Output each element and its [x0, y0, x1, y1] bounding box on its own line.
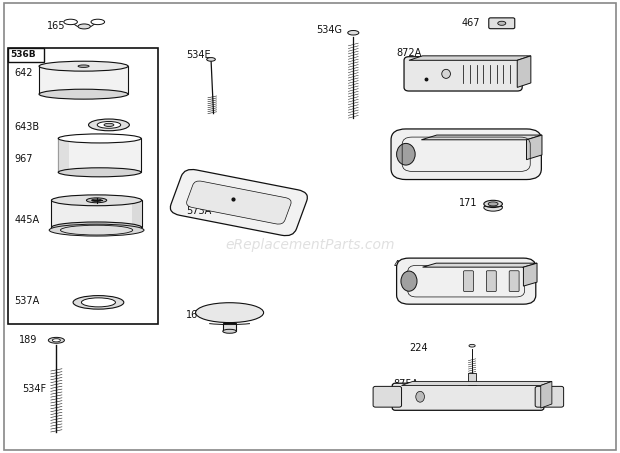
Ellipse shape — [52, 339, 60, 342]
Ellipse shape — [73, 296, 124, 309]
Ellipse shape — [51, 195, 142, 206]
Text: 573A: 573A — [186, 206, 211, 216]
Polygon shape — [51, 200, 142, 227]
Polygon shape — [223, 323, 236, 331]
Polygon shape — [58, 139, 69, 172]
FancyBboxPatch shape — [489, 18, 515, 29]
Ellipse shape — [48, 337, 64, 343]
Ellipse shape — [401, 271, 417, 291]
Text: 189: 189 — [19, 335, 38, 345]
Polygon shape — [402, 381, 552, 386]
Ellipse shape — [81, 298, 115, 307]
FancyBboxPatch shape — [391, 129, 541, 179]
Ellipse shape — [89, 119, 130, 131]
Ellipse shape — [78, 65, 89, 67]
Text: 967: 967 — [14, 154, 33, 164]
Text: 534G: 534G — [316, 25, 342, 35]
Polygon shape — [423, 263, 537, 267]
Ellipse shape — [484, 204, 502, 211]
Ellipse shape — [223, 329, 236, 333]
Polygon shape — [409, 56, 531, 60]
FancyBboxPatch shape — [170, 169, 308, 236]
Text: eReplacementParts.com: eReplacementParts.com — [225, 237, 395, 251]
Text: 467: 467 — [461, 18, 480, 28]
Ellipse shape — [195, 303, 264, 323]
Ellipse shape — [104, 123, 114, 126]
Text: 875A: 875A — [394, 379, 418, 389]
FancyBboxPatch shape — [392, 383, 544, 410]
Ellipse shape — [70, 63, 97, 69]
Text: 537A: 537A — [14, 296, 40, 306]
Ellipse shape — [86, 198, 107, 203]
Ellipse shape — [81, 197, 113, 204]
FancyBboxPatch shape — [404, 57, 522, 91]
Ellipse shape — [97, 121, 121, 128]
Polygon shape — [39, 66, 128, 94]
Polygon shape — [58, 139, 141, 172]
FancyBboxPatch shape — [509, 271, 519, 292]
FancyBboxPatch shape — [397, 258, 536, 304]
Text: 165: 165 — [47, 20, 66, 30]
Ellipse shape — [348, 30, 359, 35]
Text: 642: 642 — [14, 68, 33, 78]
Bar — [8, 48, 44, 62]
Polygon shape — [523, 263, 537, 286]
Ellipse shape — [484, 200, 502, 207]
Ellipse shape — [91, 19, 105, 24]
Text: 445A: 445A — [14, 215, 40, 225]
Polygon shape — [517, 56, 531, 87]
Polygon shape — [468, 373, 476, 386]
Text: 164: 164 — [186, 309, 205, 319]
Ellipse shape — [58, 168, 141, 177]
Ellipse shape — [49, 224, 144, 236]
Ellipse shape — [58, 134, 141, 143]
Text: 872A: 872A — [397, 48, 422, 58]
Text: 967A: 967A — [394, 136, 418, 146]
Text: 534F: 534F — [22, 384, 46, 394]
FancyBboxPatch shape — [535, 386, 564, 407]
Ellipse shape — [469, 344, 475, 347]
Text: 445B: 445B — [394, 260, 418, 270]
Text: 536B: 536B — [11, 50, 36, 59]
FancyBboxPatch shape — [373, 386, 402, 407]
Bar — [8, 48, 159, 323]
Polygon shape — [526, 135, 542, 159]
FancyBboxPatch shape — [464, 271, 474, 292]
Polygon shape — [132, 200, 142, 227]
Ellipse shape — [39, 89, 128, 99]
Ellipse shape — [442, 69, 450, 78]
Ellipse shape — [51, 222, 142, 233]
Text: 643B: 643B — [14, 122, 40, 132]
Ellipse shape — [78, 24, 91, 29]
Polygon shape — [422, 135, 542, 140]
FancyBboxPatch shape — [486, 271, 496, 292]
Ellipse shape — [61, 225, 133, 235]
Ellipse shape — [488, 202, 498, 206]
FancyBboxPatch shape — [187, 181, 291, 224]
Ellipse shape — [416, 391, 425, 402]
Ellipse shape — [64, 19, 78, 24]
Text: 171: 171 — [458, 198, 477, 208]
Ellipse shape — [206, 58, 215, 61]
Text: 224: 224 — [409, 342, 428, 352]
Ellipse shape — [397, 144, 415, 165]
Polygon shape — [541, 381, 552, 408]
Ellipse shape — [498, 21, 506, 25]
Text: 534E: 534E — [186, 50, 211, 60]
Ellipse shape — [92, 199, 102, 202]
Ellipse shape — [39, 61, 128, 71]
